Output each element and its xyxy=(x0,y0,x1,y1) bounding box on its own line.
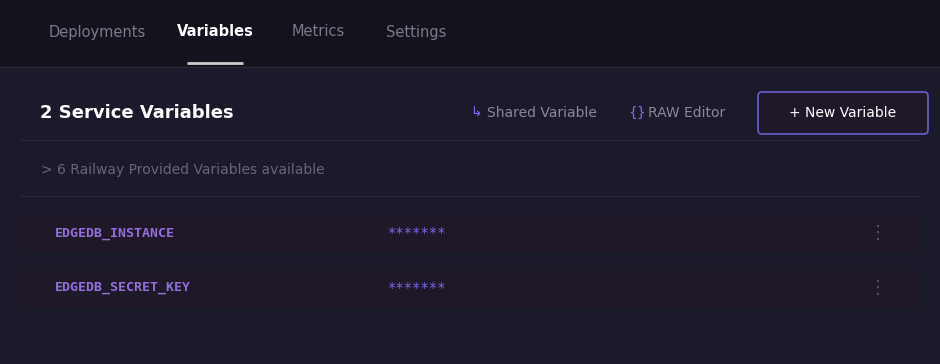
Bar xyxy=(0,0,940,67)
Text: *******: ******* xyxy=(388,281,446,295)
Text: *******: ******* xyxy=(388,226,446,240)
Text: EDGEDB_INSTANCE: EDGEDB_INSTANCE xyxy=(55,226,175,240)
Text: EDGEDB_SECRET_KEY: EDGEDB_SECRET_KEY xyxy=(55,281,191,294)
Text: >: > xyxy=(40,163,52,177)
Text: Variables: Variables xyxy=(177,24,254,40)
Text: 6 Railway Provided Variables available: 6 Railway Provided Variables available xyxy=(57,163,324,177)
Text: Deployments: Deployments xyxy=(48,24,146,40)
Text: ⋮: ⋮ xyxy=(869,224,887,242)
Text: {}: {} xyxy=(628,106,646,120)
Text: RAW Editor: RAW Editor xyxy=(648,106,726,120)
Bar xyxy=(0,67,940,364)
FancyBboxPatch shape xyxy=(758,92,928,134)
Text: 2 Service Variables: 2 Service Variables xyxy=(40,104,234,122)
Text: + New Variable: + New Variable xyxy=(790,106,897,120)
Text: Metrics: Metrics xyxy=(291,24,345,40)
Text: ⋮: ⋮ xyxy=(869,279,887,297)
Bar xyxy=(20,270,920,306)
Bar xyxy=(20,215,920,251)
Text: Shared Variable: Shared Variable xyxy=(487,106,597,120)
Text: Settings: Settings xyxy=(385,24,446,40)
Text: ↳: ↳ xyxy=(470,106,481,120)
